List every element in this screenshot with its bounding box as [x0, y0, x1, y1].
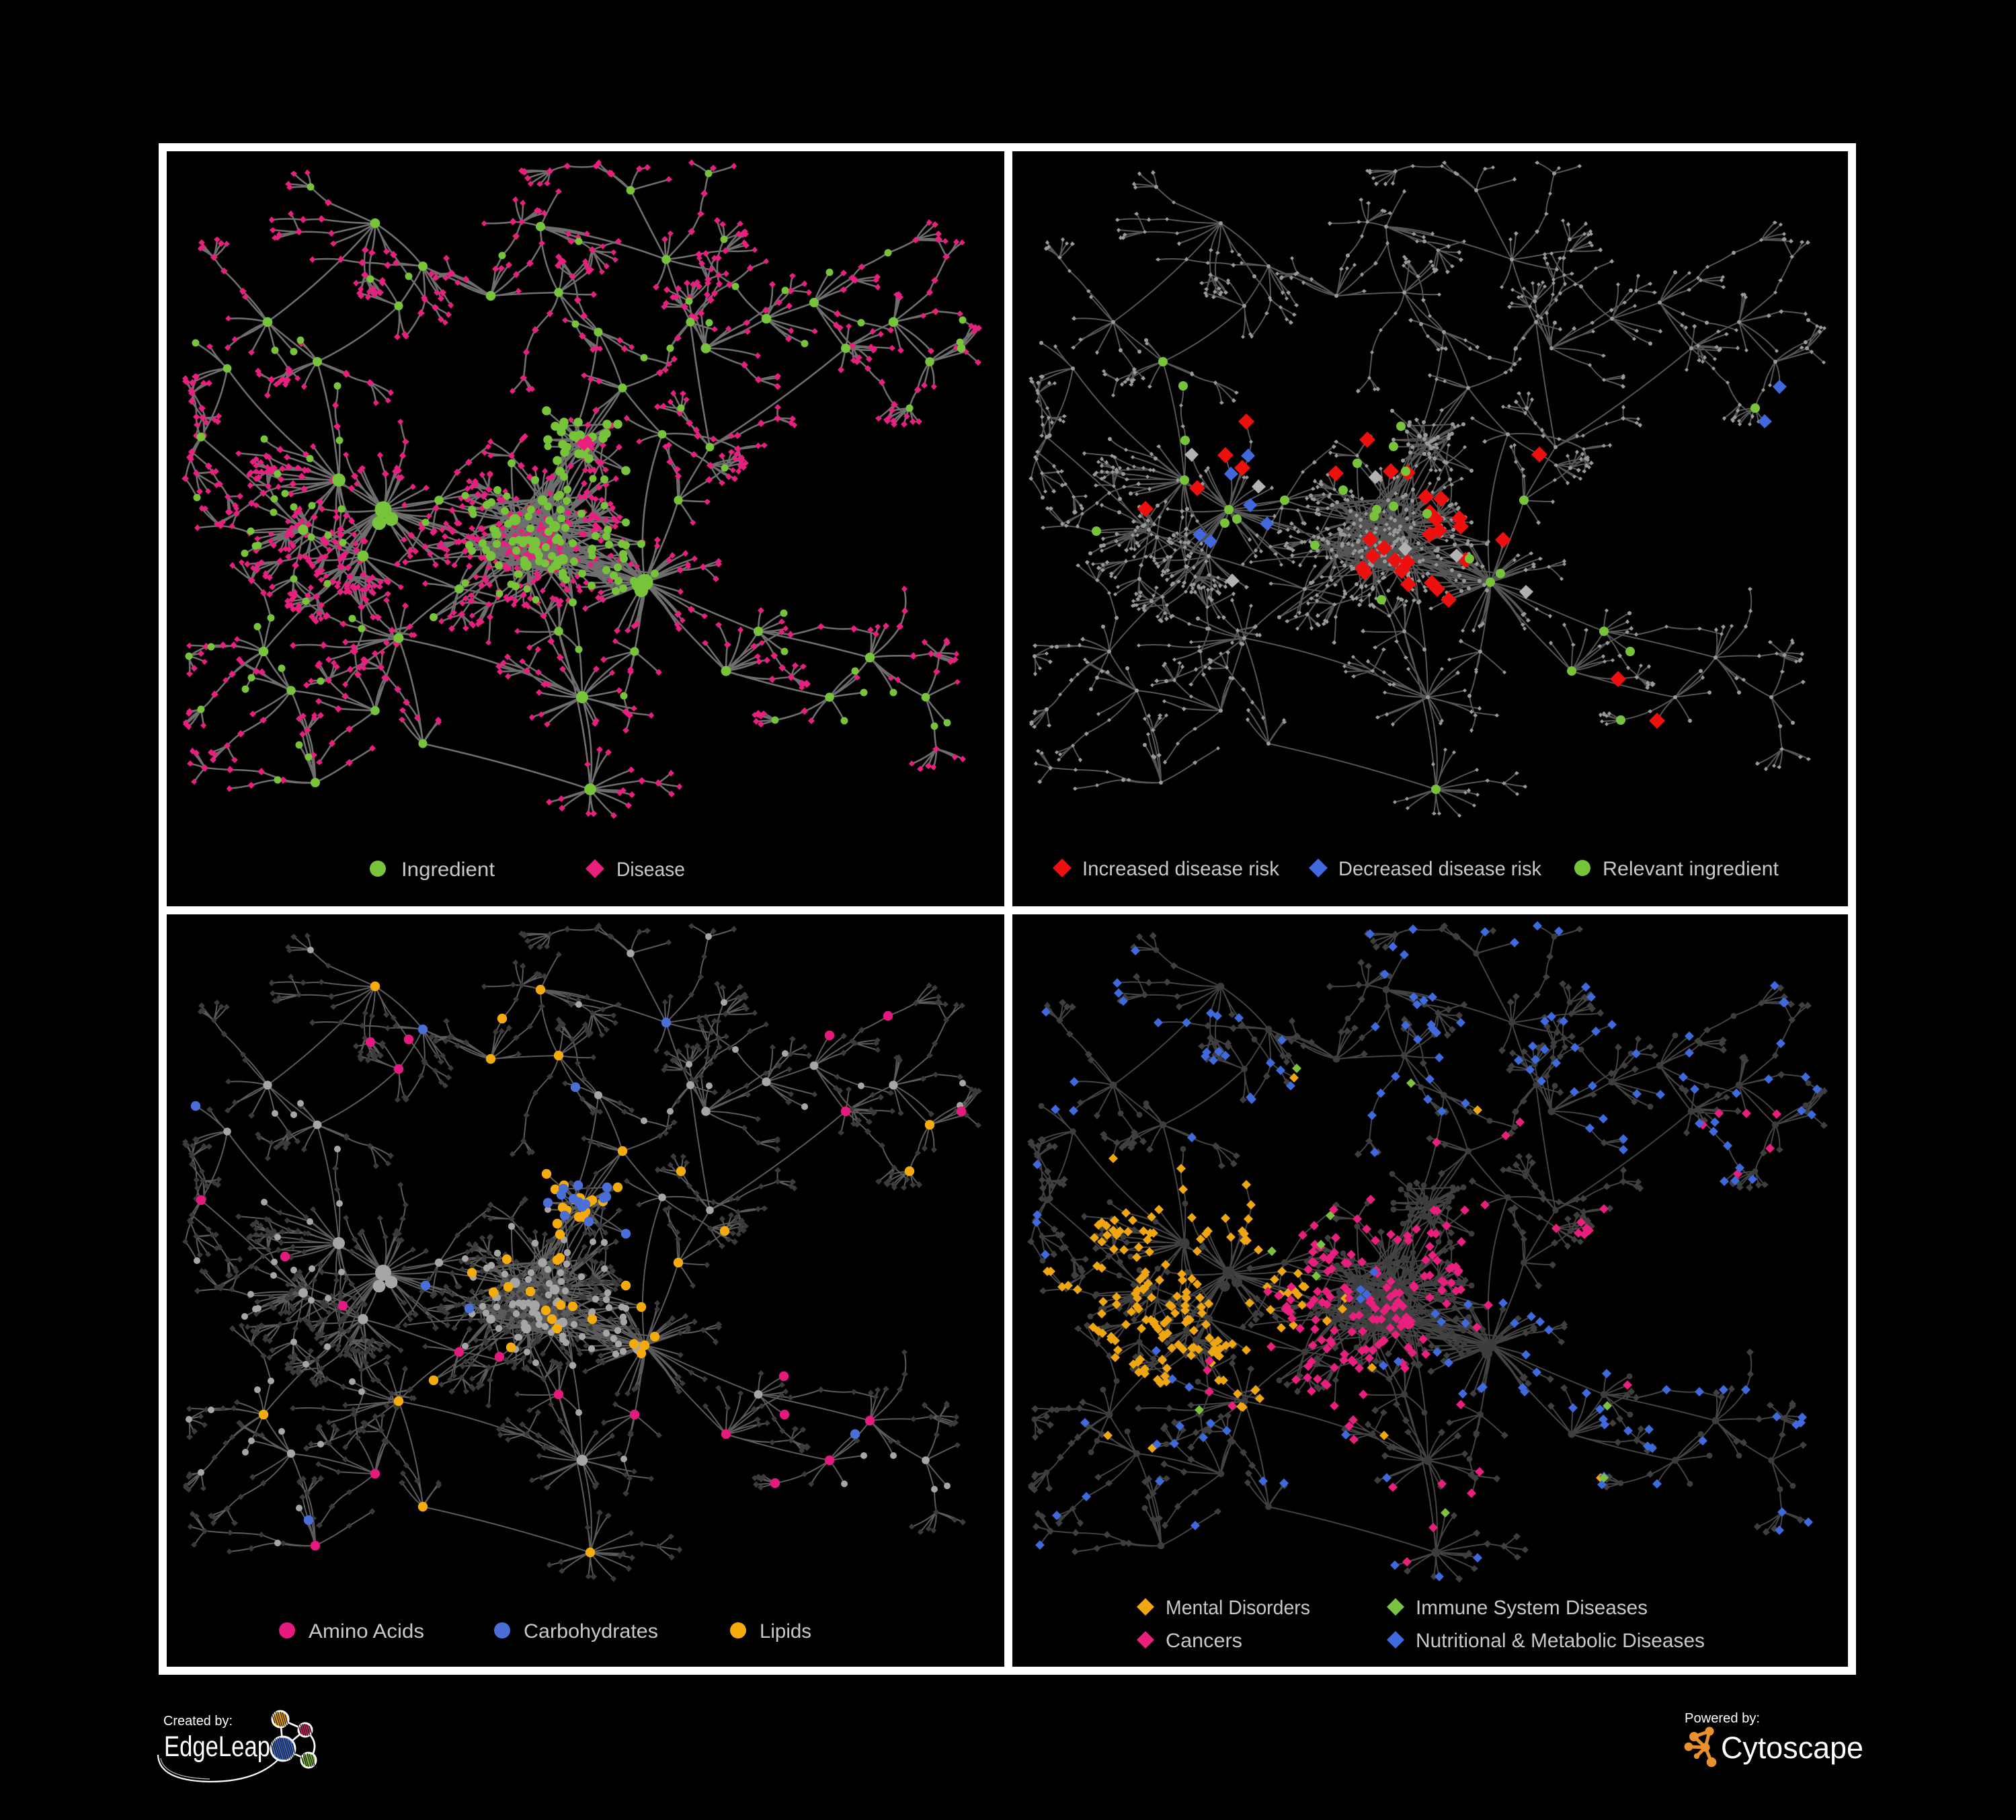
svg-text:Immune System Diseases: Immune System Diseases	[1416, 1597, 1648, 1619]
svg-text:EdgeLeap: EdgeLeap	[164, 1731, 270, 1763]
svg-text:Mental Disorders: Mental Disorders	[1166, 1597, 1310, 1619]
svg-text:Disease: Disease	[616, 859, 685, 881]
svg-text:Ingredient: Ingredient	[401, 859, 495, 881]
svg-text:Powered by:: Powered by:	[1685, 1711, 1760, 1726]
svg-text:Relevant ingredient: Relevant ingredient	[1603, 858, 1779, 880]
svg-text:Created by:: Created by:	[163, 1714, 233, 1729]
svg-text:Nutritional & Metabolic Diseas: Nutritional & Metabolic Diseases	[1416, 1630, 1705, 1652]
svg-text:Carbohydrates: Carbohydrates	[524, 1620, 658, 1643]
svg-text:Cytoscape: Cytoscape	[1721, 1731, 1863, 1765]
svg-text:Decreased disease risk: Decreased disease risk	[1338, 858, 1542, 880]
svg-text:Lipids: Lipids	[760, 1620, 811, 1643]
svg-text:Cancers: Cancers	[1166, 1630, 1242, 1652]
svg-text:Increased disease risk: Increased disease risk	[1082, 858, 1280, 880]
svg-text:Amino Acids: Amino Acids	[309, 1620, 424, 1643]
